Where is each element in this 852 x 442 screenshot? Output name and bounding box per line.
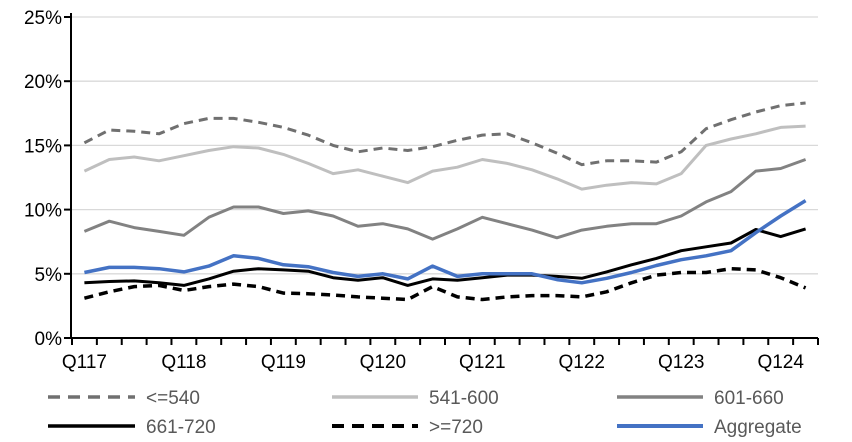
y-tick-label: 10% xyxy=(24,201,62,222)
x-tick-label: Q124 xyxy=(757,352,804,373)
legend-label: >=720 xyxy=(429,417,483,438)
x-tick-label: Q117 xyxy=(62,352,107,373)
x-tick-label: Q121 xyxy=(459,352,505,373)
legend-label: Aggregate xyxy=(714,417,802,438)
y-tick-label: 25% xyxy=(24,8,62,29)
y-tick-label: 5% xyxy=(35,265,63,286)
x-tick-label: Q120 xyxy=(360,352,406,373)
series-line-601-660 xyxy=(83,158,807,241)
series-line--720 xyxy=(83,266,807,302)
legend-label: 601-660 xyxy=(714,388,784,409)
legend-label: 661-720 xyxy=(146,417,216,438)
series-line-541-600 xyxy=(83,124,806,191)
series-line-Aggregate xyxy=(84,199,807,285)
series-line-661-720 xyxy=(84,227,807,287)
y-tick-label: 20% xyxy=(24,72,62,93)
x-tick-label: Q118 xyxy=(161,352,206,373)
x-tick-label: Q122 xyxy=(559,352,605,373)
legend-label: 541-600 xyxy=(429,388,499,409)
x-tick-label: Q123 xyxy=(658,352,704,373)
legend-label: <=540 xyxy=(146,388,200,409)
y-tick-label: 15% xyxy=(24,136,62,157)
y-tick-label: 0% xyxy=(35,329,63,350)
x-tick-label: Q119 xyxy=(261,352,306,373)
series-line--540 xyxy=(83,101,806,167)
